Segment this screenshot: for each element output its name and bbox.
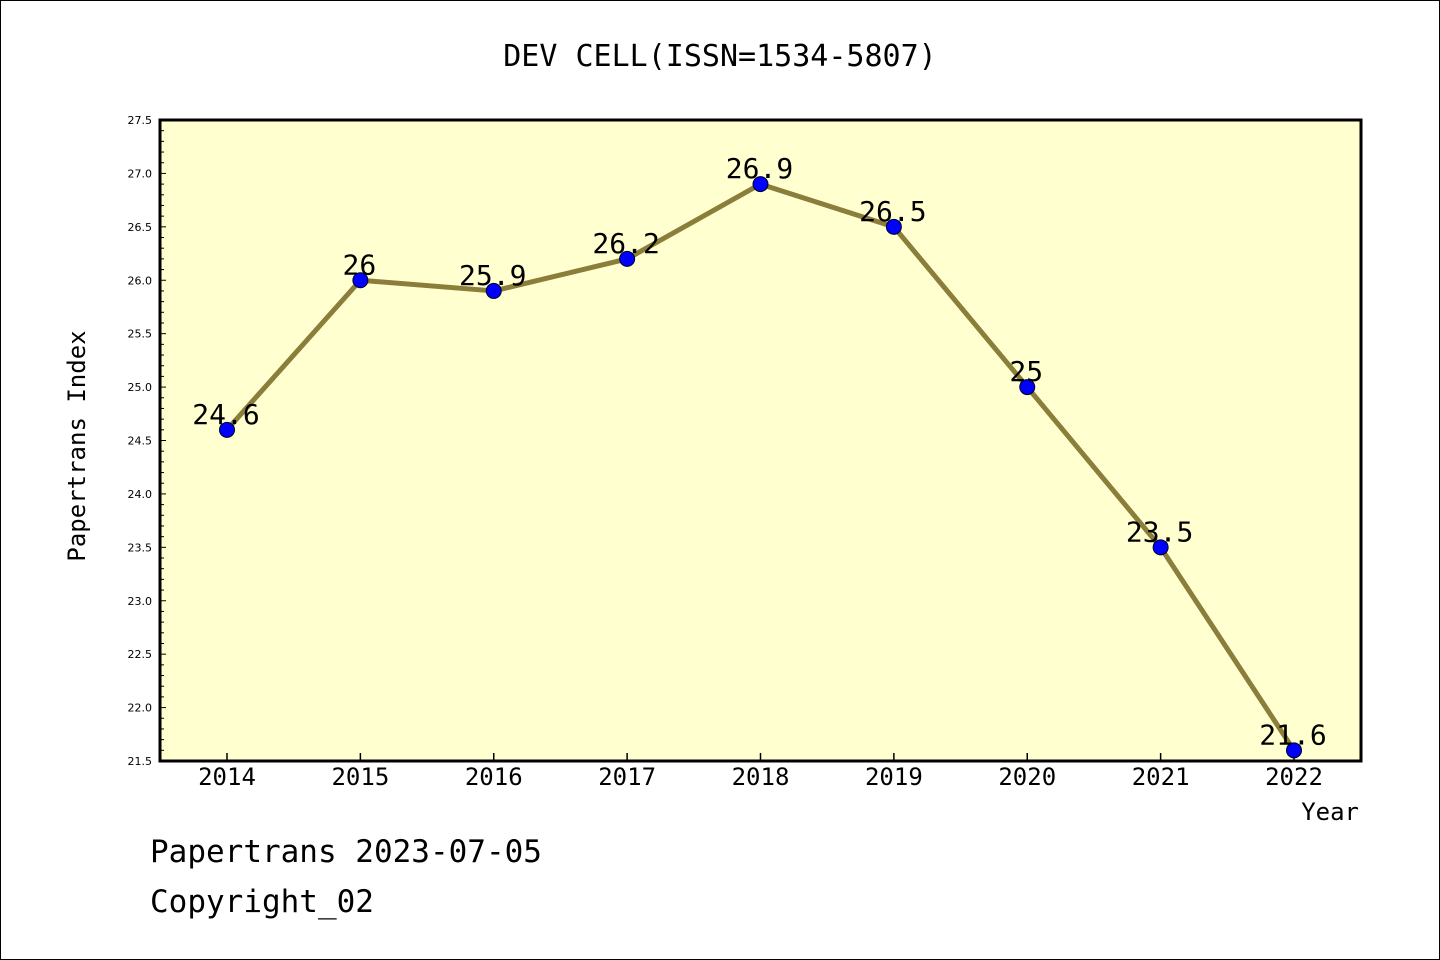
y-tick-label: 23.5 [128, 541, 153, 554]
y-tick-label: 24.0 [128, 488, 153, 501]
data-label: 25 [1009, 355, 1043, 388]
x-tick-label: 2021 [1132, 763, 1190, 791]
y-tick-labels: 21.5 22.0 22.5 23.0 23.5 24.0 24.5 25.0 25.5 26.0… [128, 114, 153, 768]
y-tick-label: 23.0 [128, 595, 153, 608]
data-label: 26.2 [592, 227, 659, 260]
x-tick-label: 2016 [465, 763, 523, 791]
x-tick-label: 2015 [331, 763, 389, 791]
x-tick-label: 2018 [732, 763, 790, 791]
y-tick-label: 24.5 [128, 435, 153, 448]
data-point [485, 282, 502, 299]
data-point [352, 272, 369, 289]
data-label: 25.9 [459, 259, 526, 292]
x-tick-label: 2022 [1265, 763, 1323, 791]
y-axis-label: Papertrans Index [63, 330, 91, 561]
y-tick-label: 22.0 [128, 702, 153, 715]
plot-area [158, 118, 1363, 763]
data-label: 26 [343, 248, 377, 281]
data-label: 26.9 [726, 152, 793, 185]
data-point [752, 176, 769, 193]
chart-title: DEV CELL(ISSN=1534-5807) [503, 39, 936, 74]
y-tick-label: 22.5 [128, 648, 153, 661]
data-point [1286, 742, 1302, 759]
x-tick-label: 2014 [198, 763, 256, 791]
data-point [619, 250, 636, 267]
series-markers [219, 176, 1302, 759]
y-tick-label: 26.0 [128, 274, 153, 287]
footer-date-line: Papertrans 2023-07-05 [150, 834, 542, 870]
x-tick-label: 2017 [598, 763, 656, 791]
data-label: 23.5 [1126, 515, 1193, 548]
y-tick-label: 25.5 [128, 328, 153, 341]
x-axis-label: Year [1301, 798, 1359, 826]
data-label: 21.6 [1259, 718, 1326, 751]
x-tick-label: 2019 [865, 763, 923, 791]
data-point [885, 218, 902, 235]
y-tick-label: 26.5 [128, 221, 153, 234]
footer-copyright: Copyright_02 [150, 884, 374, 920]
data-point [1152, 539, 1169, 556]
data-labels: 24.6 26 25.9 26.2 26.9 26.5 25 23.5 21.6 [192, 152, 1326, 751]
data-label: 24.6 [192, 398, 259, 431]
y-tick-label: 25.0 [128, 381, 153, 394]
y-tick-label: 27.5 [128, 114, 153, 127]
x-tick-labels: 2014 2015 2016 2017 2018 2019 2020 2021 2022 [198, 763, 1323, 791]
data-point [1019, 379, 1036, 396]
x-tick-label: 2020 [998, 763, 1056, 791]
data-label: 26.5 [859, 195, 926, 228]
y-tick-label: 21.5 [128, 755, 153, 768]
axis-ticks [160, 119, 1295, 762]
y-tick-label: 27.0 [128, 167, 153, 180]
data-point [219, 421, 235, 438]
